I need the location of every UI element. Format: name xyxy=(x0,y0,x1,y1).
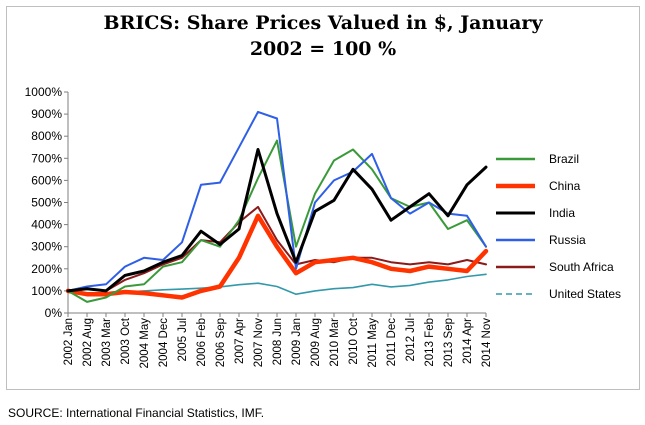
legend-label-brazil: Brazil xyxy=(549,152,579,166)
y-tick-label: 700% xyxy=(31,151,62,165)
x-tick-label: 2003 Mar xyxy=(101,318,113,367)
y-tick-label: 300% xyxy=(31,240,62,254)
x-tick-label: 2014 Nov xyxy=(481,318,493,367)
x-tick-label: 2004 Dec xyxy=(158,318,170,367)
chart-title-line-2: 2002 = 100 % xyxy=(249,38,397,60)
x-tick-label: 2007 Apr xyxy=(234,318,246,364)
chart-legend: Brazil China India Russia South Africa United… xyxy=(496,152,621,301)
x-tick-label: 2014 Apr xyxy=(462,318,474,364)
series-line-india xyxy=(66,148,488,293)
y-tick-label: 100% xyxy=(31,284,62,298)
x-tick-label: 2006 Feb xyxy=(196,318,208,367)
x-tick-label: 2005 Jul xyxy=(177,318,189,361)
x-tick-label: 2009 Aug xyxy=(310,318,322,367)
y-tick-label: 1000% xyxy=(25,85,63,99)
legend-label-india: India xyxy=(549,206,575,220)
x-tick-label: 2006 Sep xyxy=(215,318,227,367)
x-tick-label: 2013 Feb xyxy=(424,318,436,367)
line-chart: 0% 100% 200% 300% 400% 500% 600% 700% 800% 900% 10… xyxy=(25,85,621,369)
source-note: SOURCE: International Financial Statisti… xyxy=(8,406,265,420)
series-line-brazil xyxy=(67,139,487,303)
legend-label-russia: Russia xyxy=(549,233,586,247)
x-tick-label: 2009 Jan xyxy=(291,318,303,365)
x-tick-label: 2002 Aug xyxy=(82,318,94,367)
y-tick-label: 500% xyxy=(31,196,62,210)
x-tick-label: 2004 May xyxy=(139,318,151,369)
x-tick-label: 2010 Oct xyxy=(348,317,360,364)
series-line-russia xyxy=(67,110,487,292)
series-line-south-africa xyxy=(67,205,487,292)
x-tick-label: 2007 Nov xyxy=(253,318,265,367)
y-tick-label: 900% xyxy=(31,107,62,121)
chart-frame xyxy=(6,6,640,390)
chart-title-line-1: BRICS: Share Prices Valued in $, January xyxy=(103,12,543,34)
legend-label-south-africa: South Africa xyxy=(549,260,614,274)
x-tick-label: 2010 Mar xyxy=(329,318,341,367)
y-tick-label: 200% xyxy=(31,262,62,276)
x-tick-label: 2012 Jul xyxy=(405,318,417,361)
series-layer xyxy=(65,110,489,303)
chart-title: BRICS: Share Prices Valued in $, January… xyxy=(6,10,640,62)
legend-label-china: China xyxy=(549,179,581,193)
chart-axes: 0% 100% 200% 300% 400% 500% 600% 700% 800% 900% 10… xyxy=(25,85,493,369)
y-tick-label: 600% xyxy=(31,173,62,187)
legend-label-united-states: United States xyxy=(549,287,621,301)
y-tick-label: 800% xyxy=(31,129,62,143)
series-line-china xyxy=(65,213,489,300)
x-tick-label: 2003 Oct xyxy=(120,317,132,364)
y-tick-label: 400% xyxy=(31,218,62,232)
y-tick-label: 0% xyxy=(45,306,63,320)
x-tick-label: 2011 May xyxy=(367,318,379,368)
x-tick-label: 2002 Jan xyxy=(63,318,75,365)
x-tick-label: 2011 Dec xyxy=(386,318,398,367)
x-tick-label: 2013 Sep xyxy=(443,318,455,367)
x-tick-label: 2008 Jun xyxy=(272,318,284,365)
